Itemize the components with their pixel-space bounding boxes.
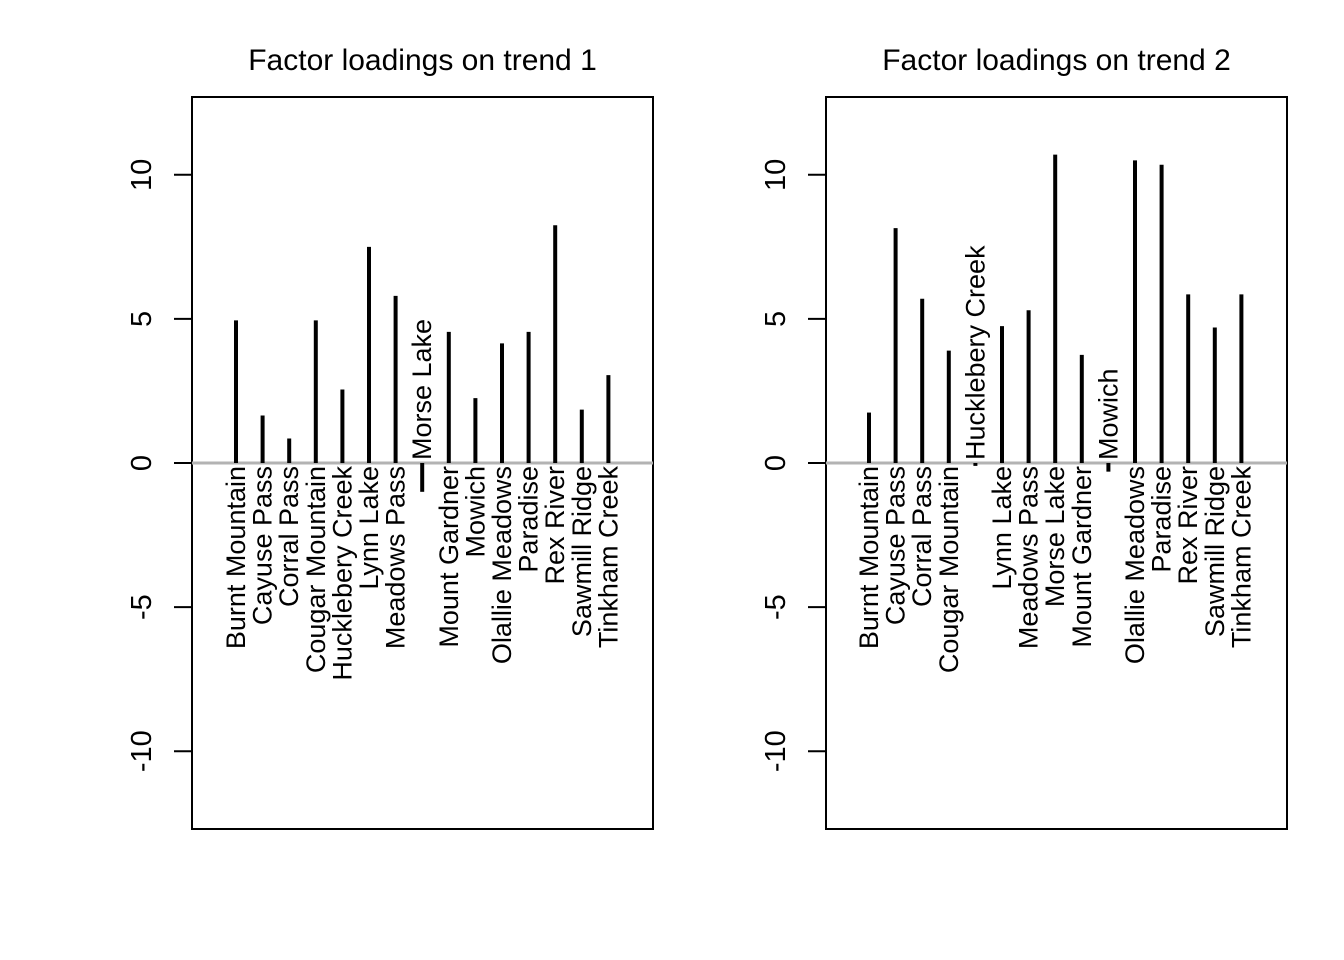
site-label: Corral Pass [907,466,937,607]
y-tick-label: 0 [126,455,158,471]
y-tick-label: -5 [126,594,158,620]
site-label: Mowich [1093,368,1123,460]
site-label: Olallie Meadows [487,466,517,664]
y-tick-label: 10 [760,159,792,191]
site-label: Olallie Meadows [1120,466,1150,664]
y-tick-label: 0 [760,455,792,471]
site-label: Mount Gardner [434,466,464,648]
site-label: Mowich [460,466,490,558]
site-label: Cougar Mountain [301,466,331,673]
site-label: Corral Pass [274,466,304,607]
site-label: Meadows Pass [1014,466,1044,649]
site-label: Paradise [1147,466,1177,573]
chart-title: Factor loadings on trend 1 [248,44,597,77]
site-label: Mount Gardner [1067,466,1097,648]
site-label: Cayuse Pass [248,466,278,625]
site-label: Hucklebery Creek [960,245,990,460]
site-label: Morse Lake [1040,466,1070,607]
y-tick-label: -10 [760,730,792,772]
chart-panel-2: Factor loadings on trend 2 -10 -5 0 5 10 Burnt… [760,44,1288,830]
site-label: Cayuse Pass [881,466,911,625]
site-label: Morse Lake [407,319,437,460]
site-label: Lynn Lake [987,466,1017,590]
site-label: Burnt Mountain [221,466,251,649]
site-label: Tinkham Creek [1226,466,1256,649]
y-tick-label: -10 [126,730,158,772]
site-label: Paradise [514,466,544,573]
y-tick-label: 5 [760,311,792,327]
site-label: Cougar Mountain [934,466,964,673]
chart-panel-1: Factor loadings on trend 1 -10 -5 0 5 10 Burnt… [126,44,654,830]
chart-title: Factor loadings on trend 2 [882,44,1231,77]
site-label: Tinkham Creek [593,466,623,649]
y-tick-label: 10 [126,159,158,191]
site-label: Lynn Lake [354,466,384,590]
site-label: Hucklebery Creek [327,466,357,681]
y-tick-label: -5 [760,594,792,620]
site-label: Sawmill Ridge [567,466,597,637]
site-label: Rex River [540,466,570,585]
site-label: Rex River [1173,466,1203,585]
site-label: Meadows Pass [381,466,411,649]
y-tick-label: 5 [126,311,158,327]
site-label: Sawmill Ridge [1200,466,1230,637]
site-label: Burnt Mountain [854,466,884,649]
